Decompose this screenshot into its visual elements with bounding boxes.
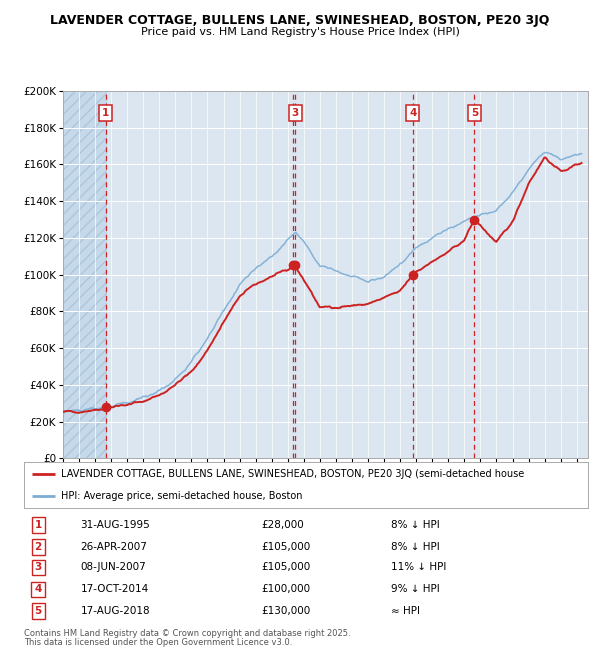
Text: This data is licensed under the Open Government Licence v3.0.: This data is licensed under the Open Gov… bbox=[24, 638, 292, 647]
Text: 5: 5 bbox=[471, 108, 478, 118]
Text: LAVENDER COTTAGE, BULLENS LANE, SWINESHEAD, BOSTON, PE20 3JQ (semi-detached hous: LAVENDER COTTAGE, BULLENS LANE, SWINESHE… bbox=[61, 469, 524, 479]
Text: Price paid vs. HM Land Registry's House Price Index (HPI): Price paid vs. HM Land Registry's House … bbox=[140, 27, 460, 37]
Bar bbox=[63, 91, 106, 458]
Text: 4: 4 bbox=[409, 108, 416, 118]
Text: 5: 5 bbox=[34, 606, 42, 616]
Text: HPI: Average price, semi-detached house, Boston: HPI: Average price, semi-detached house,… bbox=[61, 491, 302, 500]
Text: 8% ↓ HPI: 8% ↓ HPI bbox=[391, 541, 439, 552]
Text: £130,000: £130,000 bbox=[261, 606, 310, 616]
Text: 17-AUG-2018: 17-AUG-2018 bbox=[80, 606, 150, 616]
Text: 17-OCT-2014: 17-OCT-2014 bbox=[80, 584, 149, 595]
Text: 9% ↓ HPI: 9% ↓ HPI bbox=[391, 584, 439, 595]
Text: £105,000: £105,000 bbox=[261, 562, 310, 573]
Text: 2: 2 bbox=[34, 541, 42, 552]
Text: 1: 1 bbox=[34, 519, 42, 530]
Text: 8% ↓ HPI: 8% ↓ HPI bbox=[391, 519, 439, 530]
Text: 4: 4 bbox=[34, 584, 42, 595]
Text: 1: 1 bbox=[102, 108, 109, 118]
Text: £100,000: £100,000 bbox=[261, 584, 310, 595]
Text: £28,000: £28,000 bbox=[261, 519, 304, 530]
Text: LAVENDER COTTAGE, BULLENS LANE, SWINESHEAD, BOSTON, PE20 3JQ: LAVENDER COTTAGE, BULLENS LANE, SWINESHE… bbox=[50, 14, 550, 27]
Text: ≈ HPI: ≈ HPI bbox=[391, 606, 419, 616]
Text: 3: 3 bbox=[34, 562, 42, 573]
Text: 31-AUG-1995: 31-AUG-1995 bbox=[80, 519, 150, 530]
Text: Contains HM Land Registry data © Crown copyright and database right 2025.: Contains HM Land Registry data © Crown c… bbox=[24, 629, 350, 638]
Text: 08-JUN-2007: 08-JUN-2007 bbox=[80, 562, 146, 573]
Text: 26-APR-2007: 26-APR-2007 bbox=[80, 541, 147, 552]
Text: 3: 3 bbox=[292, 108, 299, 118]
Text: £105,000: £105,000 bbox=[261, 541, 310, 552]
Text: 11% ↓ HPI: 11% ↓ HPI bbox=[391, 562, 446, 573]
